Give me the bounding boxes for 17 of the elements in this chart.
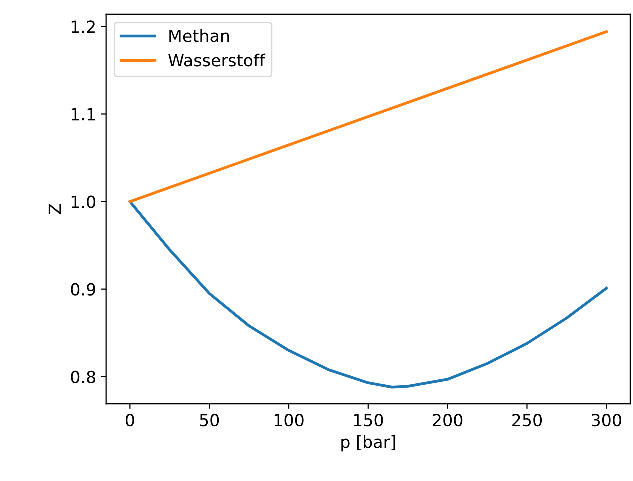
x-tick-label: 200 bbox=[433, 414, 463, 427]
x-axis-title: p [bar] bbox=[342, 435, 396, 452]
y-axis-title: Z bbox=[48, 204, 62, 214]
y-tick-label: 0.9 bbox=[71, 283, 96, 296]
x-tick-label: 250 bbox=[512, 414, 542, 427]
line-series bbox=[128, 200, 608, 389]
y-tick-label: 1.1 bbox=[72, 108, 96, 121]
y-tick-label: 1.2 bbox=[72, 20, 95, 34]
x-tick-label: 150 bbox=[354, 414, 384, 427]
y-tick-label: 0.8 bbox=[71, 370, 96, 384]
legend-label: Methan bbox=[170, 29, 230, 42]
x-tick-label: 300 bbox=[592, 414, 622, 427]
x-tick-label: 50 bbox=[200, 414, 220, 427]
x-tick-label: 100 bbox=[274, 414, 304, 427]
x-tick-label: 0 bbox=[126, 414, 134, 427]
y-tick-label: 1.0 bbox=[72, 196, 96, 208]
legend-label: Wasserstoff bbox=[168, 54, 266, 67]
